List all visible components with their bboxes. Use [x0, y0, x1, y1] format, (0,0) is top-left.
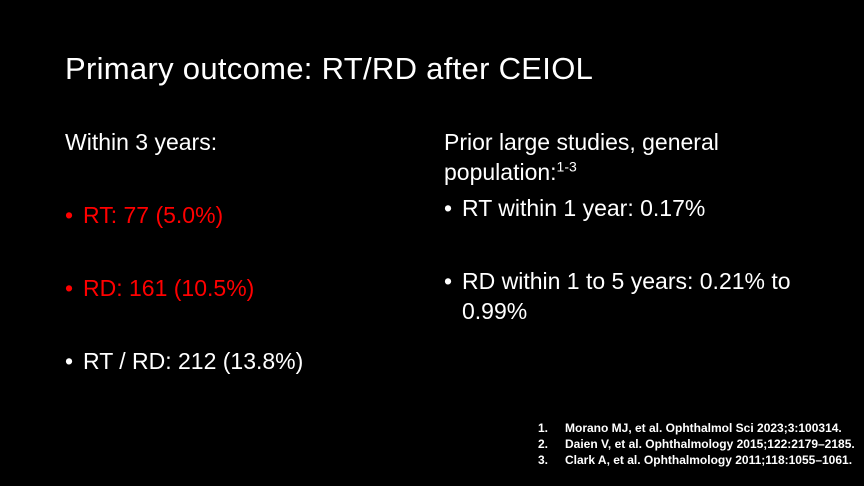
slide-title: Primary outcome: RT/RD after CEIOL — [65, 51, 594, 86]
reference-number: 3. — [538, 453, 549, 467]
bullet-rd-prior: • RD within 1 to 5 years: 0.21% to 0.99% — [444, 266, 812, 326]
reference-text: Clark A, et al. Ophthalmology 2011;118:1… — [565, 453, 853, 467]
reference-item: 3. Clark A, et al. Ophthalmology 2011;11… — [538, 452, 855, 468]
bullet-icon: • — [444, 195, 453, 221]
bullet-rt-prior: • RT within 1 year: 0.17% — [444, 193, 812, 223]
bullet-icon: • — [65, 348, 74, 374]
reference-item: 2. Daien V, et al. Ophthalmology 2015;12… — [538, 436, 855, 452]
reference-text: Morano MJ, et al. Ophthalmol Sci 2023;3:… — [565, 421, 842, 435]
bullet-icon: • — [65, 202, 74, 228]
reference-item: 1. Morano MJ, et al. Ophthalmol Sci 2023… — [538, 420, 855, 436]
bullet-rd: • RD: 161 (10.5%) — [65, 273, 437, 303]
reference-list: 1. Morano MJ, et al. Ophthalmol Sci 2023… — [538, 420, 855, 468]
left-column-heading: Within 3 years: — [65, 129, 218, 155]
right-column-heading: Prior large studies, general population:… — [444, 127, 812, 187]
bullet-rt-rd-text: RT / RD: 212 (13.8%) — [83, 348, 304, 374]
reference-superscript: 1-3 — [556, 158, 577, 175]
bullet-rt: • RT: 77 (5.0%) — [65, 200, 437, 230]
bullet-rd-text: RD: 161 (10.5%) — [83, 275, 255, 301]
bullet-icon: • — [65, 275, 74, 301]
reference-text: Daien V, et al. Ophthalmology 2015;122:2… — [565, 437, 855, 451]
bullet-icon: • — [444, 268, 453, 294]
bullet-rt-text: RT: 77 (5.0%) — [83, 202, 224, 228]
reference-number: 1. — [538, 421, 549, 435]
right-column: Prior large studies, general population:… — [444, 127, 812, 326]
right-column-heading-text: Prior large studies, general population: — [444, 129, 719, 185]
bullet-rd-prior-text: RD within 1 to 5 years: 0.21% to 0.99% — [462, 268, 791, 324]
bullet-rt-rd-combined: • RT / RD: 212 (13.8%) — [65, 346, 437, 376]
reference-number: 2. — [538, 437, 549, 451]
bullet-rt-prior-text: RT within 1 year: 0.17% — [462, 195, 706, 221]
left-column: Within 3 years: • RT: 77 (5.0%) • RD: 16… — [65, 127, 437, 376]
